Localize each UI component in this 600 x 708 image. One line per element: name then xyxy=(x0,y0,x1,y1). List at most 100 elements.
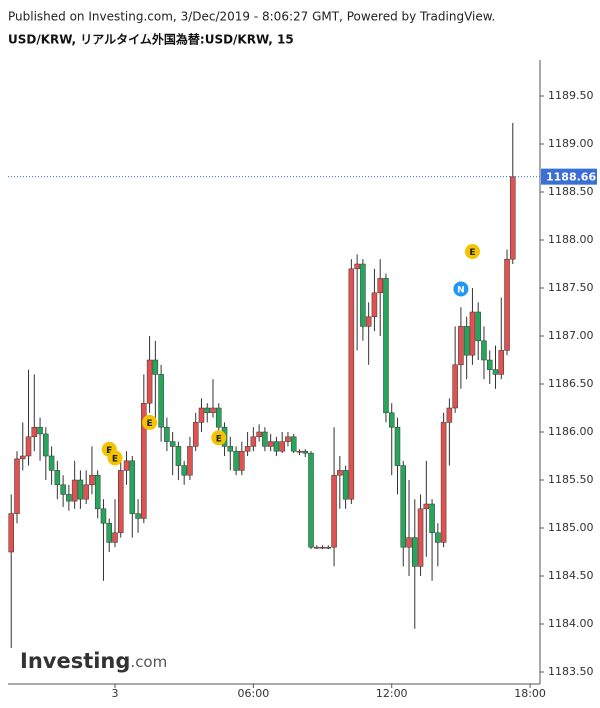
candle-body xyxy=(210,407,216,414)
logo-name: Investing xyxy=(20,649,130,673)
y-tick-label: 1188.50 xyxy=(548,185,594,198)
event-label: E xyxy=(112,454,118,464)
event-marker xyxy=(211,430,227,446)
candle-body xyxy=(348,268,355,500)
candle-body xyxy=(112,532,118,543)
candle-body xyxy=(458,326,464,366)
candle-body xyxy=(31,426,38,438)
event-marker xyxy=(464,244,480,260)
x-tick-label: 06:00 xyxy=(238,687,270,700)
candle-body xyxy=(314,546,320,549)
candle-body xyxy=(279,441,285,452)
candle-body xyxy=(319,546,326,549)
candle-body xyxy=(227,446,234,452)
candle-body xyxy=(308,452,314,548)
last-price-label: 1188.66 xyxy=(546,171,596,184)
candle-body xyxy=(100,508,107,524)
candle-body xyxy=(25,436,32,457)
candle-body xyxy=(267,441,274,447)
candle-body xyxy=(377,278,383,294)
candle-body xyxy=(435,532,441,543)
candle-body xyxy=(66,494,72,502)
candle-body xyxy=(360,263,366,327)
event-label: E xyxy=(216,434,222,444)
event-marker xyxy=(453,281,469,297)
candle-body xyxy=(60,484,66,495)
y-tick-label: 1187.00 xyxy=(548,329,594,342)
y-tick-label: 1189.00 xyxy=(548,137,594,150)
candle-body xyxy=(342,470,349,500)
candle-body xyxy=(123,460,130,471)
candle-body xyxy=(446,407,453,423)
candle-body xyxy=(77,479,84,500)
candle-body xyxy=(256,431,262,438)
candle-body xyxy=(504,258,510,351)
candle-body xyxy=(383,278,389,414)
candle-body xyxy=(406,537,412,548)
candle-body xyxy=(273,441,280,452)
candle-body xyxy=(54,470,61,486)
candle-body xyxy=(290,436,297,452)
candle-body xyxy=(440,422,447,543)
candle-body xyxy=(354,263,360,270)
candle-body xyxy=(94,474,101,510)
candle-body xyxy=(475,311,481,342)
candle-body xyxy=(37,426,43,435)
candle-body xyxy=(510,176,516,260)
candle-body xyxy=(164,426,170,442)
candle-body xyxy=(400,465,407,548)
candle-body xyxy=(423,503,430,510)
x-tick-label: 12:00 xyxy=(376,687,408,700)
candle-body xyxy=(14,458,20,514)
y-tick-label: 1184.50 xyxy=(548,569,594,582)
candle-body xyxy=(233,450,239,471)
x-tick-label: 18:00 xyxy=(514,687,546,700)
candle-body xyxy=(239,450,245,471)
y-tick-label: 1186.50 xyxy=(548,377,594,390)
candle-body xyxy=(463,326,470,356)
event-label: E xyxy=(469,248,475,258)
candle-body xyxy=(204,407,210,414)
candle-body xyxy=(486,359,493,370)
event-marker xyxy=(142,414,158,430)
candle-body xyxy=(412,537,418,567)
candle-body xyxy=(118,470,124,534)
candle-body xyxy=(71,479,78,502)
candle-body xyxy=(169,441,176,447)
y-tick-label: 1189.50 xyxy=(548,89,594,102)
candle-body xyxy=(244,446,251,452)
candle-body xyxy=(135,513,141,519)
y-tick-label: 1185.00 xyxy=(548,521,594,534)
candle-body xyxy=(337,470,343,476)
x-tick-label: 3 xyxy=(111,687,118,700)
candle-body xyxy=(48,455,55,471)
candle-body xyxy=(302,450,308,454)
candle-body xyxy=(481,340,487,361)
candle-body xyxy=(141,402,147,519)
y-tick-label: 1184.00 xyxy=(548,617,594,630)
candle-body xyxy=(43,433,49,457)
event-label: N xyxy=(457,285,465,295)
candle-body xyxy=(20,455,26,460)
candle-body xyxy=(394,426,401,466)
candle-body xyxy=(325,546,332,549)
candle-body xyxy=(192,422,199,447)
candle-body xyxy=(181,465,187,476)
candle-body xyxy=(492,369,499,375)
candle-body xyxy=(429,503,435,534)
candle-body xyxy=(152,359,159,375)
symbol-title: USD/KRW, リアルタイム外国為替:USD/KRW, 15 xyxy=(8,32,294,47)
candle-body xyxy=(452,364,458,409)
candle-body xyxy=(371,292,378,318)
y-tick-label: 1186.00 xyxy=(548,425,594,438)
candle-body xyxy=(365,316,372,327)
y-tick-label: 1187.50 xyxy=(548,281,594,294)
candle-body xyxy=(388,412,395,428)
y-tick-label: 1185.50 xyxy=(548,473,594,486)
event-label: E xyxy=(106,446,112,456)
candle-body xyxy=(187,446,193,476)
candle-body xyxy=(296,450,303,453)
candle-body xyxy=(146,359,153,404)
candle-body xyxy=(216,407,222,428)
